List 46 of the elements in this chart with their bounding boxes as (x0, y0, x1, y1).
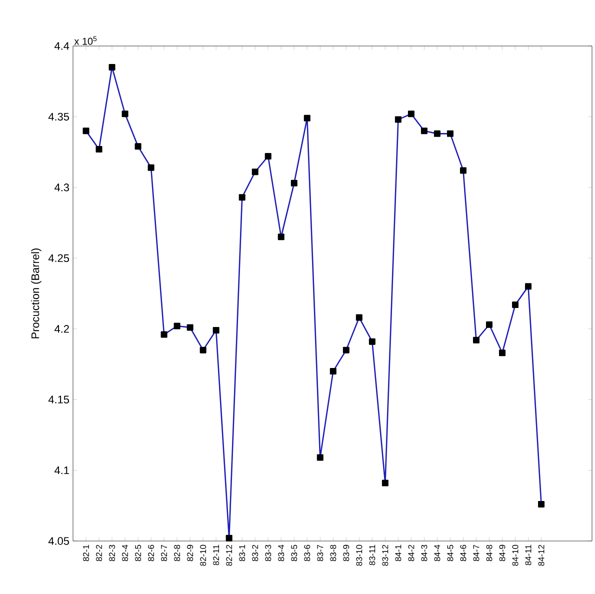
y-tick-label: 4.4 (54, 42, 70, 50)
x-tick-label: 82-6 (148, 544, 154, 562)
x-tick-label: 84-1 (395, 544, 402, 562)
x-tick-label: 84-9 (499, 544, 506, 562)
x-tick-label: 82-10 (200, 544, 206, 566)
x-tick-label: 84-2 (408, 544, 414, 562)
x-tick-label: 83-6 (304, 544, 310, 562)
x-tick-label: 83-5 (291, 544, 298, 562)
x-tick-label: 83-4 (278, 544, 284, 562)
x-tick-label: 83-2 (252, 544, 258, 562)
x-tick-label: 83-9 (343, 544, 350, 562)
x-tick-label: 84-12 (538, 544, 544, 566)
x-tick-label: 82-4 (122, 544, 128, 562)
x-tick-label: 82-3 (109, 544, 116, 562)
x-tick-label: 83-7 (317, 544, 324, 562)
x-tick-label: 82-8 (174, 544, 180, 562)
y-tick-label: 4.05 (48, 537, 70, 545)
x-tick-label: 84-3 (421, 544, 428, 562)
x-tick-label: 84-11 (525, 544, 532, 566)
x-tick-label: 84-8 (486, 544, 492, 562)
x-tick-label: 84-5 (447, 544, 454, 562)
x-tick-label: 83-10 (356, 544, 362, 566)
y-tick-label: 4.15 (48, 396, 70, 404)
y-axis-title: Procuction (Barrel) (31, 248, 42, 338)
x-tick-label: 83-12 (382, 544, 388, 566)
x-tick-label: 84-10 (512, 544, 518, 566)
text: x 10$^{5}$ (74, 36, 97, 45)
x-tick-label: 82-1 (83, 544, 89, 562)
y-tick-label: 4.3 (54, 184, 69, 192)
x-tick-label: 82-2 (96, 544, 102, 562)
x-tick-label: 83-8 (330, 544, 336, 562)
x-tick-label: 82-9 (187, 544, 194, 562)
y-tick-label: 4.35 (48, 112, 70, 121)
x-tick-label: 82-12 (226, 544, 232, 566)
x-tick-label: 83-3 (265, 544, 272, 562)
x-tick-label: 82-11 (213, 544, 220, 566)
y-tick-label: 4.25 (48, 254, 70, 262)
y-tick-label: 4.1 (54, 466, 69, 474)
x-tick-label: 83-11 (369, 544, 376, 566)
x-tick-label: 82-7 (161, 544, 168, 562)
x-tick-label: 84-6 (460, 544, 466, 562)
x-tick-label: 83-1 (239, 544, 246, 562)
x-tick-label: 84-4 (434, 544, 440, 562)
x-tick-label: 84-7 (473, 544, 480, 562)
x-tick-label: 82-5 (135, 544, 142, 562)
y-tick-label: 4.2 (54, 325, 69, 333)
